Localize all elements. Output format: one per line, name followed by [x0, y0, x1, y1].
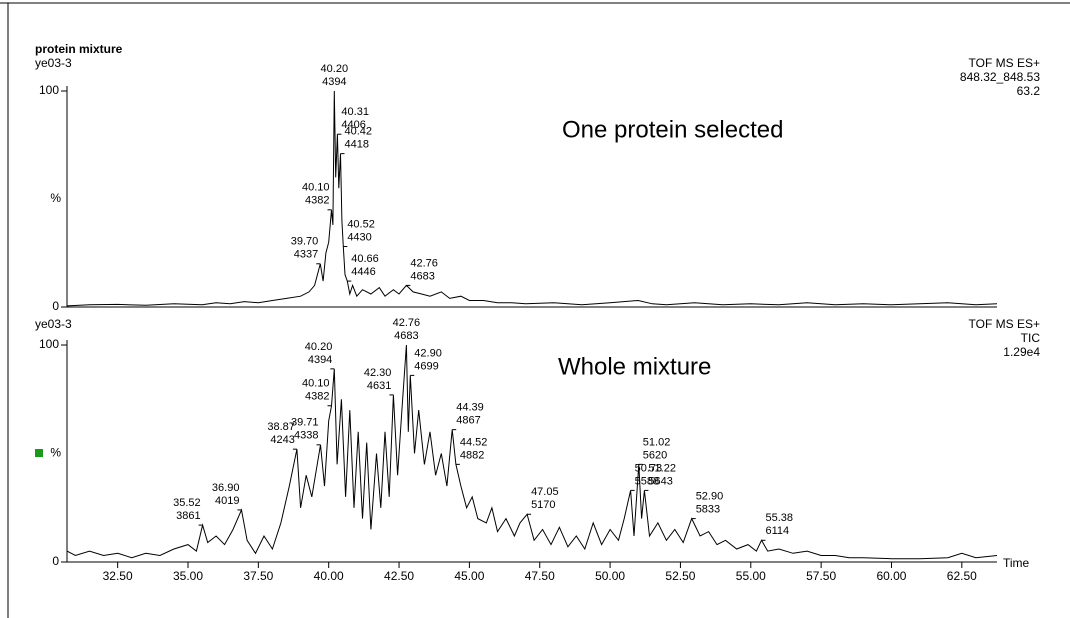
x-tick-label: 42.50: [384, 569, 414, 583]
trace: [66, 344, 998, 560]
x-tick-label: 50.00: [595, 569, 625, 583]
x-tick-label: 32.50: [103, 569, 133, 583]
peak-time: 42.30: [364, 367, 392, 379]
peak-time: 39.70: [291, 236, 319, 248]
x-tick-label: 40.00: [314, 569, 344, 583]
peak-time: 40.20: [305, 341, 333, 353]
peak-scan: 4631: [367, 380, 391, 392]
peak-time: 35.52: [173, 497, 201, 509]
peak-scan: 4683: [410, 270, 434, 282]
peak-time: 51.02: [643, 436, 671, 448]
x-tick-label: 37.50: [243, 569, 273, 583]
peak-time: 40.10: [302, 378, 330, 390]
peak-time: 42.90: [414, 347, 442, 359]
info-text: 848.32_848.53: [960, 70, 1040, 84]
annotation: Whole mixture: [558, 353, 711, 380]
peak-scan: 4394: [322, 76, 346, 88]
peak-scan: 4882: [460, 449, 484, 461]
peak-time: 40.31: [341, 106, 369, 118]
x-axis-label: Time: [1003, 556, 1030, 570]
peak-scan: 3861: [176, 510, 200, 522]
subtitle: ye03-3: [35, 56, 72, 70]
peak-scan: 6114: [765, 525, 789, 537]
peak-time: 52.90: [696, 491, 724, 503]
y-axis-label: %: [50, 446, 61, 460]
info-text: 1.29e4: [1003, 345, 1040, 359]
peak-time: 50.73: [635, 462, 663, 474]
peak-time: 40.42: [345, 126, 373, 138]
peak-time: 55.38: [765, 512, 793, 524]
peak-time: 42.76: [410, 257, 438, 269]
peak-time: 40.20: [321, 63, 349, 75]
peak-scan: 4683: [394, 330, 418, 342]
info-text: TIC: [1021, 331, 1041, 345]
peak-scan: 4382: [305, 195, 329, 207]
peak-scan: 4430: [347, 231, 371, 243]
peak-scan: 4446: [351, 266, 375, 278]
peak-scan: 5620: [643, 449, 667, 461]
peak-scan: 4699: [414, 360, 438, 372]
trace: [66, 90, 998, 307]
y-tick-label: 0: [52, 299, 59, 313]
x-tick-label: 47.50: [525, 569, 555, 583]
peak-time: 36.90: [212, 482, 240, 494]
info-text: TOF MS ES+: [969, 56, 1040, 70]
peak-time: 47.05: [531, 486, 559, 498]
annotation: One protein selected: [562, 116, 783, 143]
peak-time: 51.22: [648, 462, 676, 474]
x-tick-label: 55.00: [736, 569, 766, 583]
peak-scan: 4337: [294, 249, 318, 261]
chart-title: protein mixture: [35, 42, 123, 56]
info-text: TOF MS ES+: [969, 317, 1040, 331]
y-tick-label: 100: [39, 337, 59, 351]
peak-scan: 4394: [308, 354, 332, 366]
x-tick-label: 62.50: [947, 569, 977, 583]
peak-time: 40.52: [347, 218, 375, 230]
subtitle: ye03-3: [35, 317, 72, 331]
peak-time: 40.66: [351, 253, 379, 265]
peak-time: 44.39: [456, 402, 484, 414]
peak-scan: 4243: [270, 434, 294, 446]
peak-time: 38.87: [267, 421, 295, 433]
peak-scan: 4338: [294, 430, 318, 442]
peak-time: 42.76: [393, 317, 421, 329]
peak-scan: 5643: [648, 475, 672, 487]
x-tick-label: 35.00: [173, 569, 203, 583]
y-tick-label: 100: [39, 83, 59, 97]
x-tick-label: 60.00: [876, 569, 906, 583]
peak-scan: 5588: [635, 475, 659, 487]
peak-time: 40.10: [302, 182, 330, 194]
peak-scan: 4019: [215, 495, 239, 507]
peak-scan: 4867: [456, 415, 480, 427]
peak-scan: 4382: [305, 391, 329, 403]
peak-scan: 5833: [696, 504, 720, 516]
info-text: 63.2: [1017, 84, 1041, 98]
peak-scan: 4418: [345, 139, 369, 151]
peak-scan: 5170: [531, 499, 555, 511]
legend-icon: [35, 449, 43, 457]
x-tick-label: 52.50: [665, 569, 695, 583]
peak-time: 44.52: [460, 436, 488, 448]
y-tick-label: 0: [52, 554, 59, 568]
x-tick-label: 45.00: [454, 569, 484, 583]
peak-scan: 4406: [341, 119, 365, 131]
x-tick-label: 57.50: [806, 569, 836, 583]
peak-time: 39.71: [291, 417, 319, 429]
y-axis-label: %: [50, 191, 61, 205]
